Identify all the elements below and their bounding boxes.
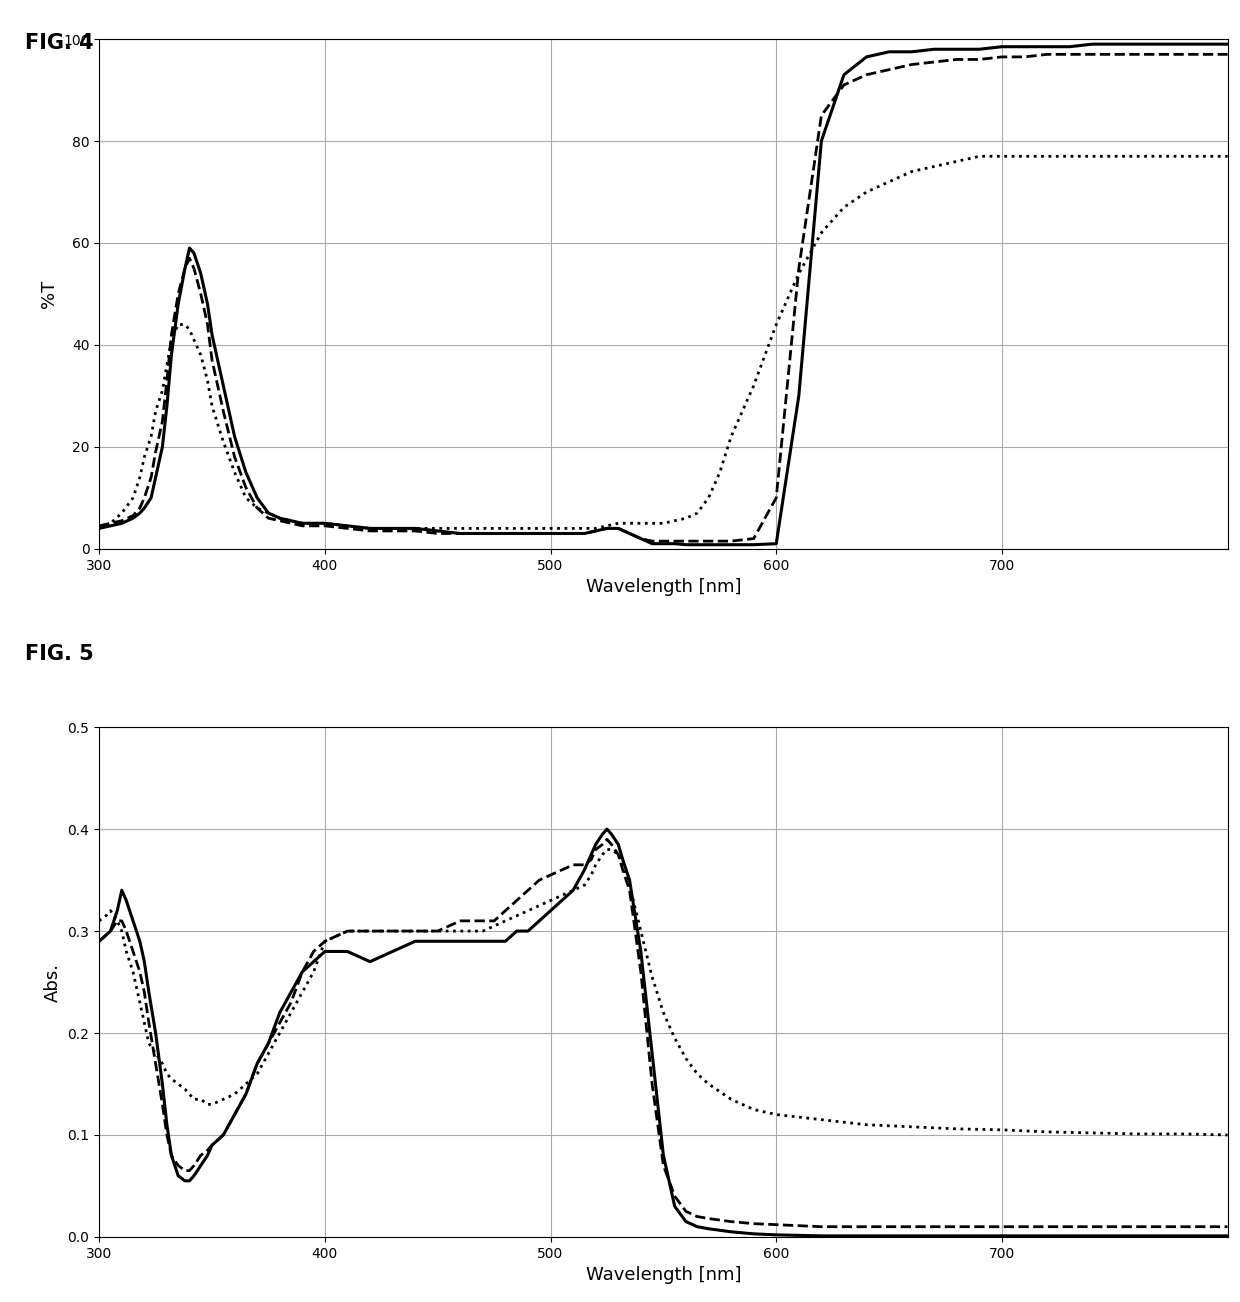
Example 1 (678, 536, 693, 552)
Comparative Example 1 (Step 2) (724, 1091, 739, 1107)
Comparative Example 1 (Step 1) (1085, 47, 1100, 62)
Line: Example 1: Example 1 (99, 829, 1228, 1236)
Comparative Example 1 (Step 2) (92, 913, 107, 928)
Comparative Example 1 (Step 1) (904, 57, 919, 73)
Comparative Example 1 (Step 1) (645, 534, 660, 549)
Comparative Example 1 (Step 2) (689, 1066, 704, 1082)
Line: Example 1: Example 1 (99, 44, 1228, 544)
Line: Comparative Example 1 (Step 1): Comparative Example 1 (Step 1) (99, 840, 1228, 1226)
Example 1 (837, 66, 852, 82)
Comparative Example 1 (Step 1) (186, 1157, 201, 1173)
Example 1 (813, 1228, 828, 1243)
Comparative Example 1 (Step 1) (521, 883, 536, 898)
Comparative Example 1 (Step 2) (1220, 1128, 1235, 1143)
Example 1 (904, 44, 919, 60)
Example 1 (1085, 36, 1100, 52)
Example 1 (186, 1168, 201, 1184)
Comparative Example 1 (Step 1) (182, 1163, 197, 1178)
Comparative Example 1 (Step 2) (904, 1118, 919, 1134)
Y-axis label: %T: %T (40, 280, 57, 309)
Example 1 (994, 1228, 1009, 1243)
Example 1 (1220, 36, 1235, 52)
Comparative Example 1 (Step 2) (149, 404, 164, 419)
Example 1 (600, 822, 615, 837)
Comparative Example 1 (Step 1) (1039, 47, 1054, 62)
Comparative Example 1 (Step 1) (92, 518, 107, 534)
Comparative Example 1 (Step 2) (306, 516, 321, 531)
Comparative Example 1 (Step 2) (92, 521, 107, 536)
X-axis label: Wavelength [nm]: Wavelength [nm] (585, 578, 742, 596)
Comparative Example 1 (Step 2) (972, 148, 987, 164)
Line: Comparative Example 1 (Step 2): Comparative Example 1 (Step 2) (99, 156, 1228, 529)
Example 1 (950, 42, 965, 57)
Comparative Example 1 (Step 2) (1220, 148, 1235, 164)
Comparative Example 1 (Step 1) (1220, 47, 1235, 62)
Text: FIG. 5: FIG. 5 (25, 644, 93, 664)
Comparative Example 1 (Step 2) (667, 513, 682, 529)
Text: FIG. 4: FIG. 4 (25, 33, 93, 52)
X-axis label: Wavelength [nm]: Wavelength [nm] (585, 1266, 742, 1284)
Comparative Example 1 (Step 1) (882, 61, 897, 77)
Comparative Example 1 (Step 1) (837, 77, 852, 92)
Example 1 (182, 1173, 197, 1189)
Line: Comparative Example 1 (Step 1): Comparative Example 1 (Step 1) (99, 55, 1228, 542)
Example 1 (262, 1035, 277, 1051)
Example 1 (1220, 1228, 1235, 1243)
Comparative Example 1 (Step 2) (689, 505, 704, 521)
Example 1 (1063, 39, 1078, 55)
Y-axis label: Abs.: Abs. (43, 962, 62, 1001)
Example 1 (532, 913, 547, 928)
Example 1 (92, 521, 107, 536)
Comparative Example 1 (Step 1) (950, 52, 965, 68)
Example 1 (144, 490, 159, 505)
Comparative Example 1 (Step 2) (600, 841, 615, 857)
Comparative Example 1 (Step 2) (125, 963, 140, 979)
Comparative Example 1 (Step 2) (565, 521, 580, 536)
Comparative Example 1 (Step 1) (144, 470, 159, 486)
Comparative Example 1 (Step 1) (994, 1219, 1009, 1234)
Example 1 (92, 934, 107, 949)
Line: Comparative Example 1 (Step 2): Comparative Example 1 (Step 2) (99, 849, 1228, 1135)
Comparative Example 1 (Step 1) (600, 832, 615, 848)
Comparative Example 1 (Step 1) (92, 934, 107, 949)
Comparative Example 1 (Step 1) (813, 1219, 828, 1234)
Example 1 (882, 44, 897, 60)
Comparative Example 1 (Step 1) (1220, 1219, 1235, 1234)
Comparative Example 1 (Step 2) (656, 1005, 671, 1021)
Example 1 (521, 923, 536, 939)
Comparative Example 1 (Step 2) (678, 1051, 693, 1066)
Comparative Example 1 (Step 1) (262, 1035, 277, 1051)
Comparative Example 1 (Step 1) (532, 872, 547, 888)
Comparative Example 1 (Step 2) (882, 174, 897, 190)
